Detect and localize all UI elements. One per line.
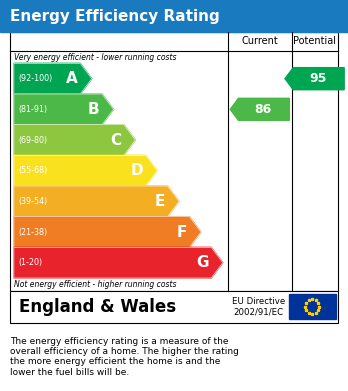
Text: G: G [196,255,208,270]
Polygon shape [230,98,289,120]
Text: D: D [130,163,143,178]
Text: Energy Efficiency Rating: Energy Efficiency Rating [10,9,220,23]
Text: EU Directive
2002/91/EC: EU Directive 2002/91/EC [232,297,285,316]
Polygon shape [14,248,223,278]
Text: Current: Current [242,36,278,47]
Text: (69-80): (69-80) [18,136,47,145]
Bar [10,291,338,323]
Polygon shape [14,125,135,155]
Text: (39-54): (39-54) [18,197,47,206]
Text: England & Wales: England & Wales [19,298,176,316]
Text: (1-20): (1-20) [18,258,42,267]
Bar [10,32,338,291]
Text: C: C [110,133,121,147]
Text: (92-100): (92-100) [18,74,52,83]
Text: 95: 95 [309,72,327,85]
Text: F: F [176,224,187,240]
Polygon shape [14,186,179,217]
Text: 86: 86 [255,103,272,116]
Text: (21-38): (21-38) [18,228,47,237]
Bar [289,294,336,319]
Text: The energy efficiency rating is a measure of the
overall efficiency of a home. T: The energy efficiency rating is a measur… [10,337,239,377]
Bar [0,0,348,32]
Text: E: E [155,194,165,209]
Text: Not energy efficient - higher running costs: Not energy efficient - higher running co… [14,280,176,289]
Text: (81-91): (81-91) [18,105,47,114]
Polygon shape [285,68,344,90]
Text: B: B [88,102,99,117]
Polygon shape [14,155,157,186]
Text: Very energy efficient - lower running costs: Very energy efficient - lower running co… [14,52,176,62]
Text: A: A [66,71,78,86]
Polygon shape [14,94,113,125]
Text: Potential: Potential [293,36,336,47]
Polygon shape [14,63,92,94]
Polygon shape [14,217,201,248]
Text: (55-68): (55-68) [18,166,47,175]
